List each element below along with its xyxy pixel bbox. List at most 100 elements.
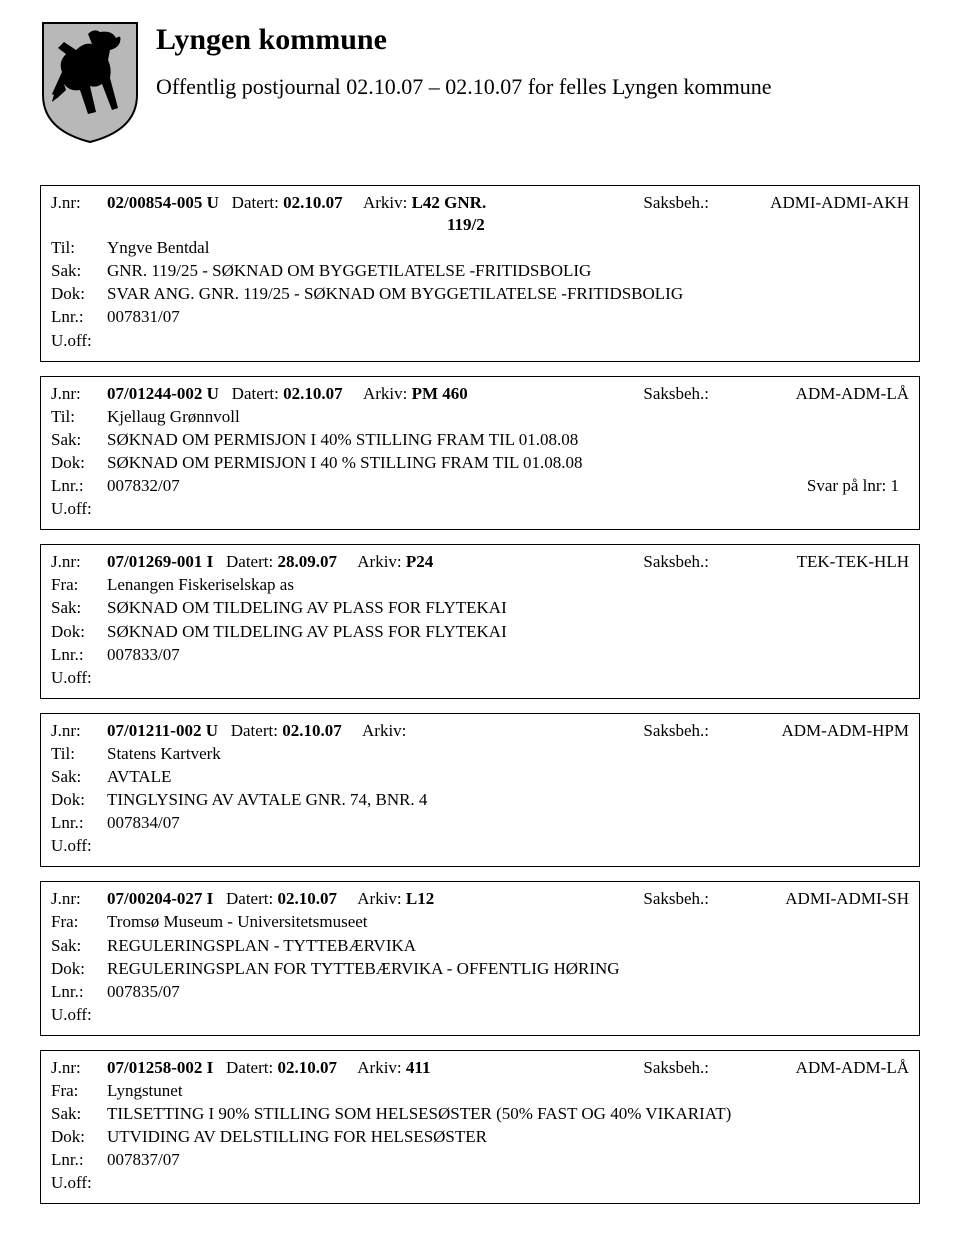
jnr-id: 07/00204-027 I: [107, 889, 213, 908]
jnr-row: J.nr: 07/00204-027 I Datert: 02.10.07 Ar…: [51, 888, 909, 910]
party-value: Statens Kartverk: [107, 743, 909, 765]
journal-entry: J.nr: 07/01244-002 U Datert: 02.10.07 Ar…: [40, 376, 920, 531]
party-value: Kjellaug Grønnvoll: [107, 406, 909, 428]
jnr-id: 07/01244-002 U: [107, 384, 219, 403]
lnr-row: Lnr.: 007833/07: [51, 644, 909, 666]
saksbeh-label: Saksbeh.:: [643, 192, 709, 214]
municipal-coat-of-arms: [40, 20, 140, 145]
party-value: Lyngstunet: [107, 1080, 909, 1102]
lnr-value: 007834/07: [107, 812, 909, 834]
journal-entry: J.nr: 07/01269-001 I Datert: 28.09.07 Ar…: [40, 544, 920, 699]
dok-label: Dok:: [51, 789, 107, 811]
saksbeh-label: Saksbeh.:: [643, 1057, 709, 1079]
uoff-row: U.off:: [51, 1004, 909, 1026]
sak-label: Sak:: [51, 260, 107, 282]
jnr-row: J.nr: 07/01244-002 U Datert: 02.10.07 Ar…: [51, 383, 909, 405]
datert-label: Datert:: [226, 889, 273, 908]
sak-label: Sak:: [51, 935, 107, 957]
lnr-row: Lnr.: 007831/07: [51, 306, 909, 328]
datert-value: 02.10.07: [283, 193, 343, 212]
party-value: Yngve Bentdal: [107, 237, 909, 259]
lnr-value: 007832/07: [107, 475, 909, 497]
saksbeh-label: Saksbeh.:: [643, 888, 709, 910]
jnr-label: J.nr:: [51, 383, 107, 405]
dok-row: Dok: SØKNAD OM TILDELING AV PLASS FOR FL…: [51, 621, 909, 643]
saksbeh-value: ADMI-ADMI-AKH: [709, 192, 909, 214]
arkiv-value: P24: [406, 552, 433, 571]
party-label: Til:: [51, 406, 107, 428]
party-value: Tromsø Museum - Universitetsmuseet: [107, 911, 909, 933]
datert-label: Datert:: [231, 721, 278, 740]
uoff-label: U.off:: [51, 330, 107, 352]
uoff-label: U.off:: [51, 498, 107, 520]
lnr-value: 007835/07: [107, 981, 909, 1003]
lnr-note: Svar på lnr: 1: [807, 475, 899, 497]
arkiv-value: PM 460: [412, 384, 468, 403]
lnr-label: Lnr.:: [51, 981, 107, 1003]
jnr-value-group: 02/00854-005 U Datert: 02.10.07 Arkiv: L…: [107, 192, 909, 236]
dok-row: Dok: REGULERINGSPLAN FOR TYTTEBÆRVIKA - …: [51, 958, 909, 980]
dok-value: REGULERINGSPLAN FOR TYTTEBÆRVIKA - OFFEN…: [107, 958, 909, 980]
journal-entry: J.nr: 07/01258-002 I Datert: 02.10.07 Ar…: [40, 1050, 920, 1205]
party-label: Til:: [51, 237, 107, 259]
header-text-block: Lyngen kommune Offentlig postjournal 02.…: [156, 20, 920, 102]
saksbeh-value: ADMI-ADMI-SH: [709, 888, 909, 910]
datert-label: Datert:: [232, 384, 279, 403]
arkiv-label: Arkiv:: [362, 721, 406, 740]
lnr-label: Lnr.:: [51, 306, 107, 328]
saksbeh-value: TEK-TEK-HLH: [709, 551, 909, 573]
saksbeh-label: Saksbeh.:: [643, 383, 709, 405]
sak-row: Sak: SØKNAD OM TILDELING AV PLASS FOR FL…: [51, 597, 909, 619]
datert-value: 28.09.07: [277, 552, 337, 571]
saksbeh-value: ADM-ADM-HPM: [709, 720, 909, 742]
organization-name: Lyngen kommune: [156, 20, 920, 59]
sak-row: Sak: GNR. 119/25 - SØKNAD OM BYGGETILATE…: [51, 260, 909, 282]
page-header: Lyngen kommune Offentlig postjournal 02.…: [40, 20, 920, 145]
sak-label: Sak:: [51, 1103, 107, 1125]
sak-value: REGULERINGSPLAN - TYTTEBÆRVIKA: [107, 935, 909, 957]
arkiv-label: Arkiv:: [363, 384, 407, 403]
dok-value: SVAR ANG. GNR. 119/25 - SØKNAD OM BYGGET…: [107, 283, 909, 305]
party-row: Til: Kjellaug Grønnvoll: [51, 406, 909, 428]
jnr-value-group: 07/01269-001 I Datert: 28.09.07 Arkiv: P…: [107, 551, 909, 573]
party-value: Lenangen Fiskeriselskap as: [107, 574, 909, 596]
arkiv-label: Arkiv:: [357, 1058, 401, 1077]
sak-row: Sak: TILSETTING I 90% STILLING SOM HELSE…: [51, 1103, 909, 1125]
uoff-row: U.off:: [51, 1172, 909, 1194]
jnr-value-group: 07/00204-027 I Datert: 02.10.07 Arkiv: L…: [107, 888, 909, 910]
saksbeh-label: Saksbeh.:: [643, 720, 709, 742]
dok-row: Dok: SVAR ANG. GNR. 119/25 - SØKNAD OM B…: [51, 283, 909, 305]
jnr-label: J.nr:: [51, 1057, 107, 1079]
lnr-value: 007837/07: [107, 1149, 909, 1171]
dok-row: Dok: TINGLYSING AV AVTALE GNR. 74, BNR. …: [51, 789, 909, 811]
lnr-label: Lnr.:: [51, 644, 107, 666]
dok-label: Dok:: [51, 283, 107, 305]
uoff-label: U.off:: [51, 1172, 107, 1194]
lnr-row: Lnr.: 007837/07: [51, 1149, 909, 1171]
datert-label: Datert:: [232, 193, 279, 212]
uoff-row: U.off:: [51, 667, 909, 689]
arkiv-value-line2: 119/2: [447, 214, 909, 236]
lnr-label: Lnr.:: [51, 475, 107, 497]
jnr-value-group: 07/01244-002 U Datert: 02.10.07 Arkiv: P…: [107, 383, 909, 405]
dok-label: Dok:: [51, 1126, 107, 1148]
sak-row: Sak: AVTALE: [51, 766, 909, 788]
saksbeh-value: ADM-ADM-LÅ: [709, 383, 909, 405]
jnr-value-group: 07/01258-002 I Datert: 02.10.07 Arkiv: 4…: [107, 1057, 909, 1079]
datert-value: 02.10.07: [277, 1058, 337, 1077]
jnr-row: J.nr: 02/00854-005 U Datert: 02.10.07 Ar…: [51, 192, 909, 236]
jnr-label: J.nr:: [51, 720, 107, 742]
sak-label: Sak:: [51, 429, 107, 451]
jnr-label: J.nr:: [51, 888, 107, 910]
sak-row: Sak: SØKNAD OM PERMISJON I 40% STILLING …: [51, 429, 909, 451]
uoff-label: U.off:: [51, 1004, 107, 1026]
journal-entry: J.nr: 07/01211-002 U Datert: 02.10.07 Ar…: [40, 713, 920, 868]
sak-value: SØKNAD OM PERMISJON I 40% STILLING FRAM …: [107, 429, 909, 451]
sak-row: Sak: REGULERINGSPLAN - TYTTEBÆRVIKA: [51, 935, 909, 957]
journal-subtitle: Offentlig postjournal 02.10.07 – 02.10.0…: [156, 73, 920, 102]
party-row: Til: Statens Kartverk: [51, 743, 909, 765]
dok-label: Dok:: [51, 958, 107, 980]
sak-value: AVTALE: [107, 766, 909, 788]
arkiv-value: L42 GNR.: [412, 193, 487, 212]
journal-entry: J.nr: 07/00204-027 I Datert: 02.10.07 Ar…: [40, 881, 920, 1036]
